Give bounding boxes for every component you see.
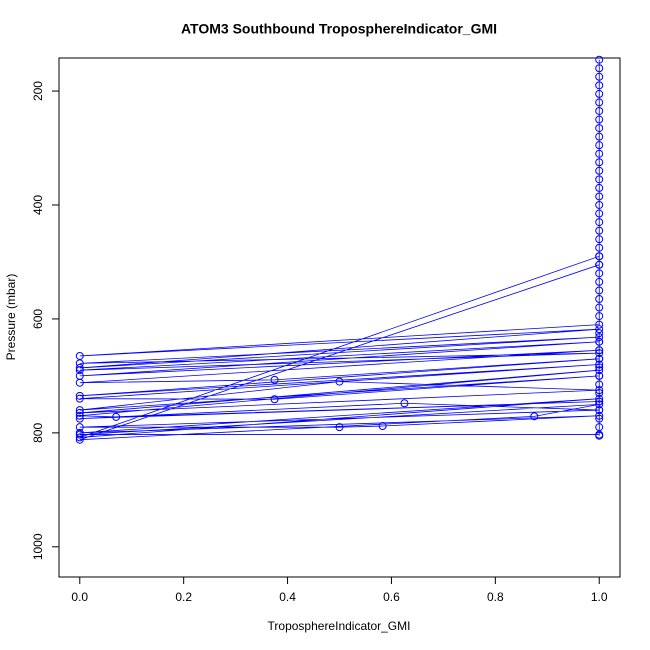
point bbox=[595, 400, 604, 409]
x-tick-label: 0.8 bbox=[487, 590, 504, 604]
point bbox=[595, 286, 604, 295]
point bbox=[335, 377, 344, 386]
y-tick-label: 600 bbox=[31, 309, 45, 329]
point bbox=[75, 391, 84, 400]
point bbox=[595, 346, 604, 355]
point bbox=[75, 414, 84, 423]
point bbox=[75, 430, 84, 439]
y-tick-label: 800 bbox=[31, 423, 45, 443]
point bbox=[595, 149, 604, 158]
point bbox=[400, 399, 409, 408]
series-line bbox=[79, 59, 600, 441]
point bbox=[595, 115, 604, 124]
x-tick-label: 0.6 bbox=[383, 590, 400, 604]
x-axis-label: TroposphereIndicator_GMI bbox=[268, 619, 411, 633]
point bbox=[595, 243, 604, 252]
point bbox=[75, 394, 84, 403]
point bbox=[595, 325, 604, 334]
point bbox=[270, 375, 279, 384]
point bbox=[75, 411, 84, 420]
point bbox=[595, 333, 604, 342]
point bbox=[595, 303, 604, 312]
point bbox=[595, 64, 604, 73]
y-tick-label: 200 bbox=[31, 81, 45, 101]
x-tick-label: 0.0 bbox=[71, 590, 88, 604]
chart-title: ATOM3 Southbound TroposphereIndicator_GM… bbox=[181, 21, 497, 37]
point bbox=[595, 132, 604, 141]
point bbox=[75, 378, 84, 387]
point bbox=[595, 252, 604, 261]
point bbox=[75, 435, 84, 444]
point bbox=[595, 337, 604, 346]
x-tick-label: 1.0 bbox=[591, 590, 608, 604]
point bbox=[595, 380, 604, 389]
point bbox=[595, 320, 604, 329]
y-axis-label: Pressure (mbar) bbox=[4, 274, 18, 361]
point bbox=[595, 366, 604, 375]
point bbox=[595, 394, 604, 403]
point bbox=[595, 183, 604, 192]
point bbox=[75, 408, 84, 417]
point bbox=[112, 412, 121, 421]
point bbox=[595, 81, 604, 90]
point bbox=[595, 158, 604, 167]
plot-frame bbox=[58, 57, 621, 578]
point bbox=[595, 200, 604, 209]
x-tick-label: 0.2 bbox=[175, 590, 192, 604]
point bbox=[595, 354, 604, 363]
point bbox=[75, 366, 84, 375]
point bbox=[270, 395, 279, 404]
point bbox=[595, 175, 604, 184]
point bbox=[595, 431, 604, 440]
point bbox=[595, 269, 604, 278]
point bbox=[595, 386, 604, 395]
point bbox=[595, 209, 604, 218]
point bbox=[335, 423, 344, 432]
point bbox=[595, 360, 604, 369]
point bbox=[595, 55, 604, 64]
point bbox=[595, 226, 604, 235]
point bbox=[595, 235, 604, 244]
point bbox=[378, 422, 387, 431]
point bbox=[595, 218, 604, 227]
point bbox=[75, 363, 84, 372]
point bbox=[595, 406, 604, 415]
y-tick-label: 400 bbox=[31, 195, 45, 215]
point bbox=[595, 72, 604, 81]
point bbox=[595, 294, 604, 303]
point bbox=[595, 260, 604, 269]
point bbox=[595, 397, 604, 406]
point bbox=[595, 371, 604, 380]
point bbox=[595, 329, 604, 338]
point bbox=[595, 349, 604, 358]
point bbox=[595, 106, 604, 115]
x-tick-label: 0.4 bbox=[279, 590, 296, 604]
point bbox=[595, 166, 604, 175]
point bbox=[595, 423, 604, 432]
point bbox=[595, 98, 604, 107]
y-tick-label: 1000 bbox=[31, 533, 45, 560]
point bbox=[595, 124, 604, 133]
point bbox=[75, 406, 84, 415]
point bbox=[595, 411, 604, 420]
point bbox=[595, 414, 604, 423]
point bbox=[595, 312, 604, 321]
point bbox=[595, 89, 604, 98]
point bbox=[595, 363, 604, 372]
point bbox=[595, 141, 604, 150]
point bbox=[75, 433, 84, 442]
point bbox=[595, 277, 604, 286]
point bbox=[595, 192, 604, 201]
point bbox=[595, 388, 604, 397]
point bbox=[530, 412, 539, 421]
